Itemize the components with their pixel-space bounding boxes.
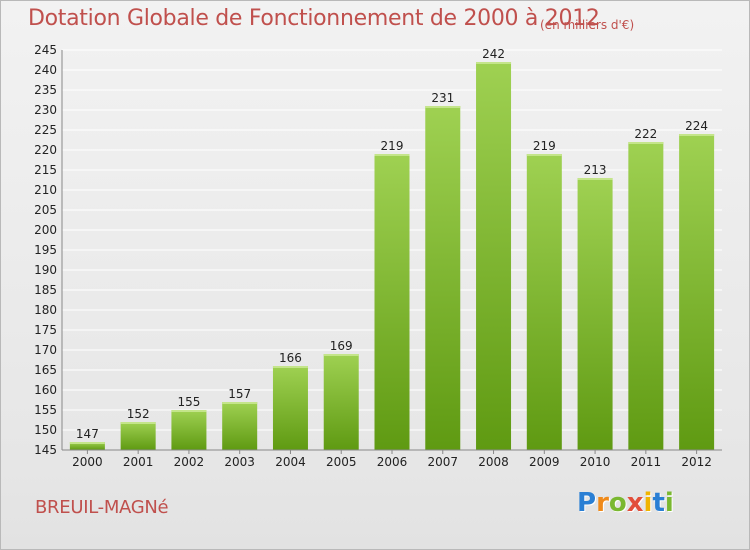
- data-label-2011: 222: [634, 127, 657, 141]
- data-label-2004: 166: [279, 351, 302, 365]
- x-tick-label-2000: 2000: [72, 455, 103, 469]
- bar-2005: [323, 354, 359, 450]
- data-label-2009: 219: [533, 139, 556, 153]
- y-tick-label: 225: [34, 123, 57, 137]
- y-axis: 145 150 155 160 165 170 175 180 185 190 195 200 205 2…: [34, 43, 63, 457]
- bar-highlight: [374, 154, 410, 156]
- x-tick-label-2008: 2008: [478, 455, 509, 469]
- bars: [69, 62, 715, 450]
- bar-2010: [577, 178, 613, 450]
- bar-2006: [374, 154, 410, 450]
- bar-highlight: [272, 366, 308, 368]
- x-tick-label-2002: 2002: [174, 455, 205, 469]
- x-tick-label-2012: 2012: [681, 455, 712, 469]
- bar-highlight: [222, 402, 258, 404]
- x-tick-label-2010: 2010: [580, 455, 611, 469]
- bar-2007: [425, 106, 461, 450]
- bar-highlight: [120, 422, 156, 424]
- x-tick-label-2009: 2009: [529, 455, 560, 469]
- x-tick-label-2005: 2005: [326, 455, 357, 469]
- bar-highlight: [69, 442, 105, 444]
- y-tick-label: 165: [34, 363, 57, 377]
- x-tick-label-2004: 2004: [275, 455, 306, 469]
- y-tick-label: 200: [34, 223, 57, 237]
- y-tick-label: 150: [34, 423, 57, 437]
- bar-highlight: [425, 106, 461, 108]
- y-tick-label: 230: [34, 103, 57, 117]
- bar-highlight: [628, 142, 664, 144]
- y-tick-label: 210: [34, 183, 57, 197]
- x-tick-label-2003: 2003: [224, 455, 255, 469]
- bar-2001: [120, 422, 156, 450]
- bar-2000: [69, 442, 105, 450]
- bar-2003: [222, 402, 258, 450]
- bar-highlight: [526, 154, 562, 156]
- proxiti-logo: Proxiti: [577, 488, 674, 518]
- data-label-2005: 169: [330, 339, 353, 353]
- x-tick-label-2011: 2011: [631, 455, 662, 469]
- y-tick-label: 190: [34, 263, 57, 277]
- bar-2004: [272, 366, 308, 450]
- y-tick-label: 205: [34, 203, 57, 217]
- data-label-2007: 231: [431, 91, 454, 105]
- chart-unit: (en milliers d'€): [540, 18, 635, 32]
- bar-highlight: [171, 410, 207, 412]
- bar-highlight: [476, 62, 512, 64]
- x-tick-label-2001: 2001: [123, 455, 154, 469]
- data-label-2000: 147: [76, 427, 99, 441]
- bar-2012: [679, 134, 715, 450]
- y-tick-label: 180: [34, 303, 57, 317]
- bar-highlight: [577, 178, 613, 180]
- data-label-2010: 213: [584, 163, 607, 177]
- bar-2011: [628, 142, 664, 450]
- data-label-2003: 157: [228, 387, 251, 401]
- y-tick-label: 235: [34, 83, 57, 97]
- commune-name: BREUIL-MAGNé: [35, 497, 169, 518]
- y-tick-label: 170: [34, 343, 57, 357]
- data-label-2001: 152: [127, 407, 150, 421]
- data-label-2002: 155: [177, 395, 200, 409]
- y-tick-label: 245: [34, 43, 57, 57]
- y-tick-label: 215: [34, 163, 57, 177]
- data-label-2012: 224: [685, 119, 708, 133]
- data-labels: 147 152 155 157 166 169 219 231 242 219 213 222 224: [76, 47, 708, 441]
- y-tick-label: 220: [34, 143, 57, 157]
- bar-2008: [476, 62, 512, 450]
- x-tick-label-2006: 2006: [377, 455, 408, 469]
- y-tick-label: 195: [34, 243, 57, 257]
- bar-2009: [526, 154, 562, 450]
- x-axis: 2000 2001 2002 2003 2004 2005 2006 2007 2008 2009…: [62, 449, 722, 469]
- y-tick-label: 240: [34, 63, 57, 77]
- x-tick-label-2007: 2007: [427, 455, 458, 469]
- bar-highlight: [679, 134, 715, 136]
- data-label-2006: 219: [381, 139, 404, 153]
- bar-2002: [171, 410, 207, 450]
- chart-title: Dotation Globale de Fonctionnement de 20…: [28, 6, 600, 31]
- y-tick-label: 145: [34, 443, 57, 457]
- data-label-2008: 242: [482, 47, 505, 61]
- bar-highlight: [323, 354, 359, 356]
- y-tick-label: 160: [34, 383, 57, 397]
- y-tick-label: 175: [34, 323, 57, 337]
- y-tick-label: 185: [34, 283, 57, 297]
- y-tick-label: 155: [34, 403, 57, 417]
